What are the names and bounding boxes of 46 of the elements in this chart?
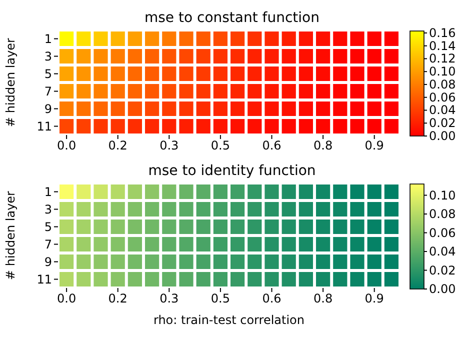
y-tick-label: 1 [44, 185, 52, 200]
color-bar-label: 0.08 [429, 207, 456, 221]
y-tick-label: 9 [44, 255, 52, 270]
y-tick-label: 7 [44, 84, 52, 99]
x-tick-label: 0.8 [314, 292, 333, 306]
x-tick-label: 0.9 [364, 292, 384, 306]
color-bar-label: 0.00 [429, 129, 456, 143]
color-bar-label: 0.10 [429, 64, 456, 79]
x-axis-title: rho: train-test correlation [153, 313, 305, 327]
x-tick-label: 0.3 [160, 138, 179, 153]
y-tick-label: 11 [36, 272, 52, 287]
y-axis-title: # hidden layer [3, 38, 18, 127]
y-tick-label: 11 [36, 120, 52, 134]
color-bar-label: 0.16 [429, 26, 456, 40]
x-tick-label: 0.0 [57, 292, 76, 306]
y-axis-title: # hidden layer [3, 190, 18, 280]
color-bar-label: 0.12 [429, 52, 456, 66]
x-tick-label: 0.2 [108, 292, 128, 306]
color-bar-label: 0.10 [429, 188, 456, 202]
y-tick-label: 1 [44, 32, 52, 46]
chart-title: mse to constant function [144, 9, 320, 28]
y-tick-label: 3 [44, 50, 52, 64]
y-tick-label: 5 [44, 220, 52, 234]
x-tick-label: 0.6 [262, 292, 282, 306]
color-bar-label: 0.00 [429, 282, 456, 296]
color-bar-label: 0.02 [429, 116, 456, 130]
y-tick-label: 5 [44, 67, 52, 82]
color-bar-label: 0.04 [429, 244, 456, 258]
color-bar-label: 0.02 [429, 263, 456, 278]
chart-title: mse to identity function [147, 162, 317, 181]
color-bar-label: 0.06 [429, 226, 456, 240]
y-tick-label: 7 [44, 238, 52, 252]
y-tick-label: 9 [44, 102, 52, 116]
x-tick-label: 0.2 [108, 138, 128, 153]
color-bar-label: 0.14 [429, 38, 456, 53]
color-bar-label: 0.08 [429, 77, 456, 92]
color-bar-label: 0.06 [429, 90, 456, 104]
x-tick-label: 0.0 [57, 138, 76, 153]
color-bar-label: 0.04 [429, 103, 456, 118]
x-tick-label: 0.9 [364, 138, 384, 153]
x-tick-label: 0.5 [210, 292, 230, 306]
x-tick-label: 0.8 [314, 138, 333, 153]
x-tick-label: 0.6 [262, 138, 282, 153]
y-tick-label: 3 [44, 202, 52, 217]
x-tick-label: 0.3 [160, 292, 179, 306]
x-tick-label: 0.5 [210, 138, 230, 153]
